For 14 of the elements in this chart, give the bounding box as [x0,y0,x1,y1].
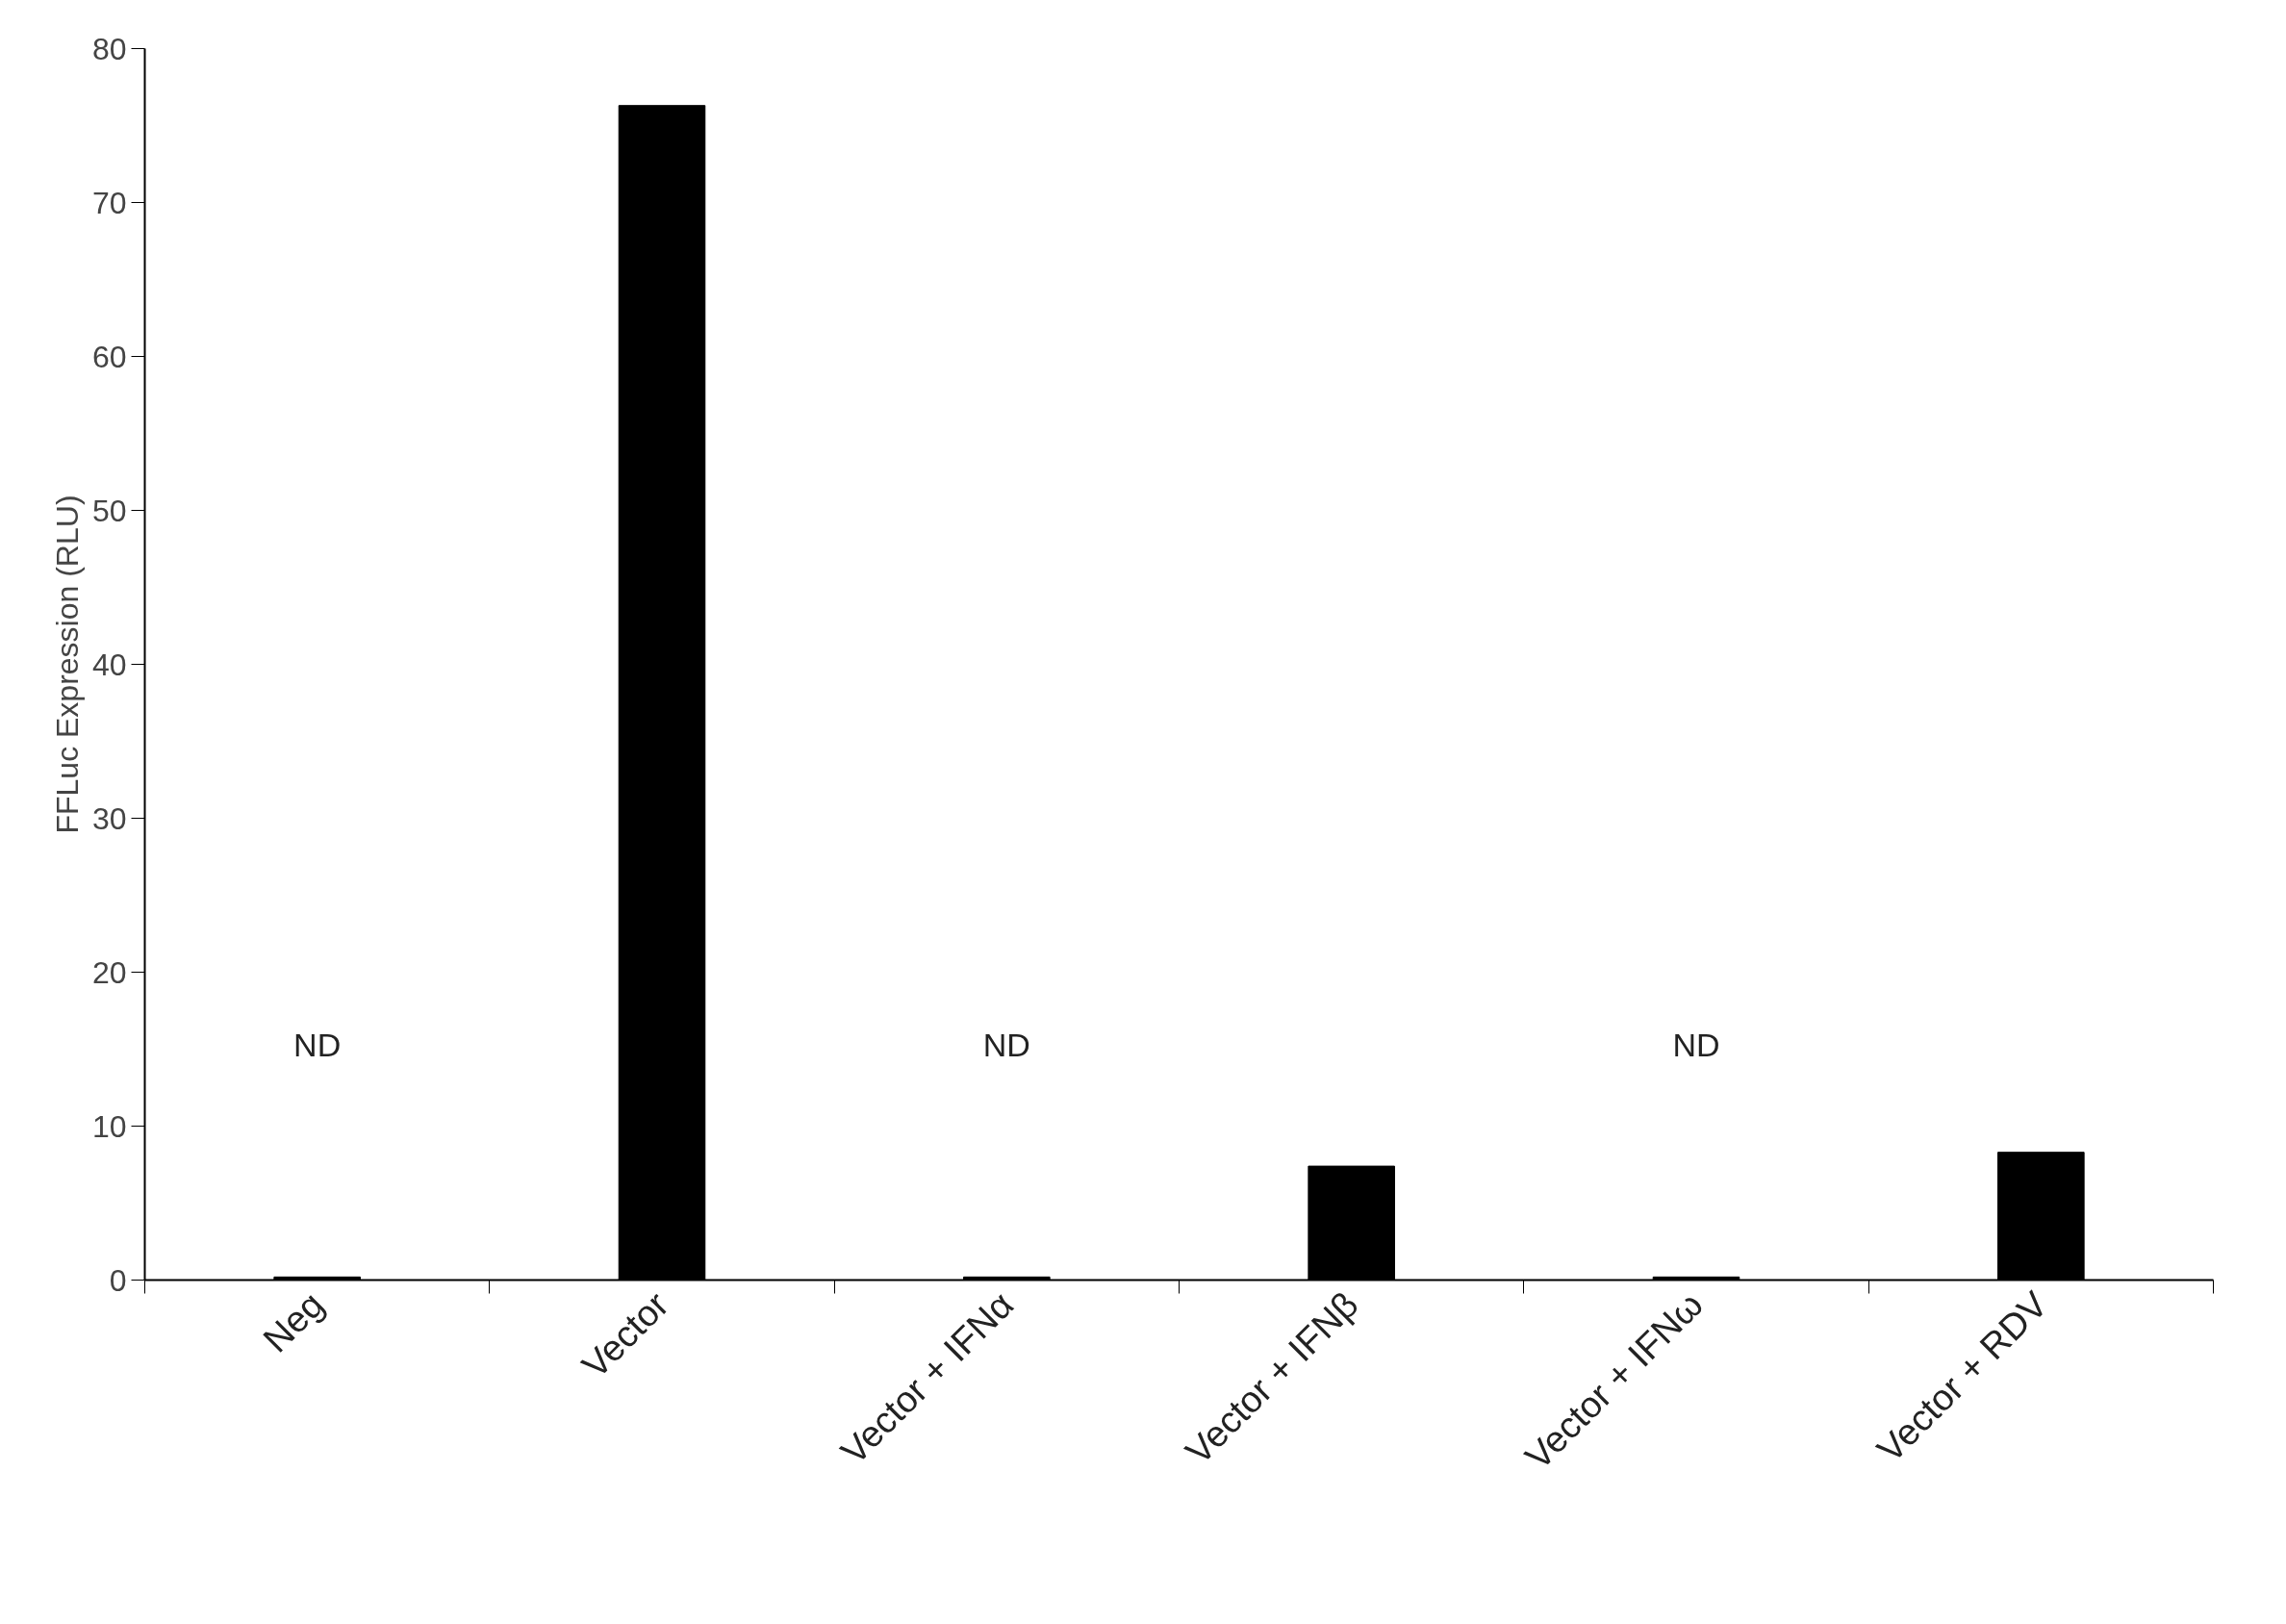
y-tick-label: 0 [109,1262,127,1298]
annotation: ND [982,1026,1030,1063]
y-tick-label: 10 [91,1108,127,1144]
y-tick-label: 80 [91,31,127,66]
annotation: ND [1672,1026,1720,1063]
y-tick-label: 30 [91,800,127,836]
y-tick-label: 40 [91,647,127,682]
y-tick-label: 50 [91,493,127,528]
annotation: ND [293,1026,342,1063]
x-tick-label: Neg [255,1283,332,1360]
y-tick-label: 70 [91,185,127,220]
y-tick-label: 20 [91,954,127,990]
y-tick-label: 60 [91,339,127,374]
y-axis-title: FFLuc Expression (RLU) [49,495,85,834]
